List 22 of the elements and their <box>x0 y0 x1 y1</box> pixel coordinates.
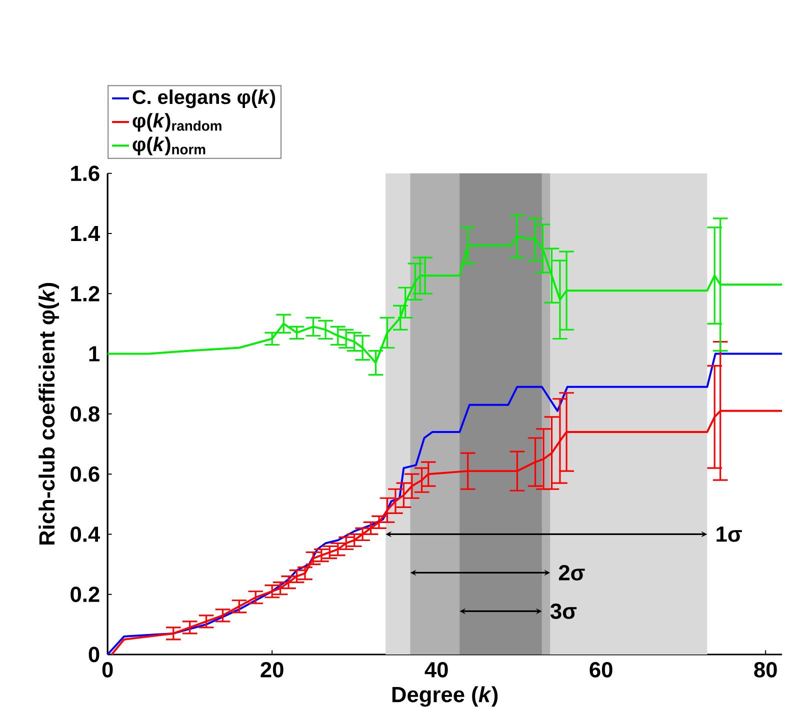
legend-label: C. elegans φ(k) <box>132 89 276 108</box>
x-axis-title: Degree (k) <box>392 686 498 707</box>
x-tick-label: 80 <box>754 662 777 678</box>
x-tick-label: 40 <box>424 662 448 678</box>
x-tick-label: 60 <box>590 662 612 678</box>
x-tick-label: 0 <box>102 662 113 678</box>
band-label: 3σ <box>550 603 577 619</box>
y-tick-label: 1.6 <box>71 165 100 181</box>
y-tick-label: 0 <box>88 646 100 662</box>
y-tick-label: 1.4 <box>71 226 100 241</box>
y-axis-title: Rich-club coefficient φ(k) <box>38 282 59 544</box>
band-label: 1σ <box>716 526 742 542</box>
y-tick-label: 0.8 <box>70 406 100 422</box>
y-tick-label: 0.6 <box>70 466 100 482</box>
y-tick-label: 0.4 <box>70 526 100 542</box>
y-tick-label: 0.2 <box>70 586 100 602</box>
y-tick-label: 1.2 <box>71 286 100 302</box>
x-tick-label: 20 <box>260 662 284 678</box>
legend-label: φ(k)$_{norm}$ <box>132 136 206 156</box>
band-label: 2σ <box>558 564 585 580</box>
legend-label: φ(k)$_{random}$ <box>132 113 222 132</box>
y-tick-label: 1 <box>89 346 100 362</box>
